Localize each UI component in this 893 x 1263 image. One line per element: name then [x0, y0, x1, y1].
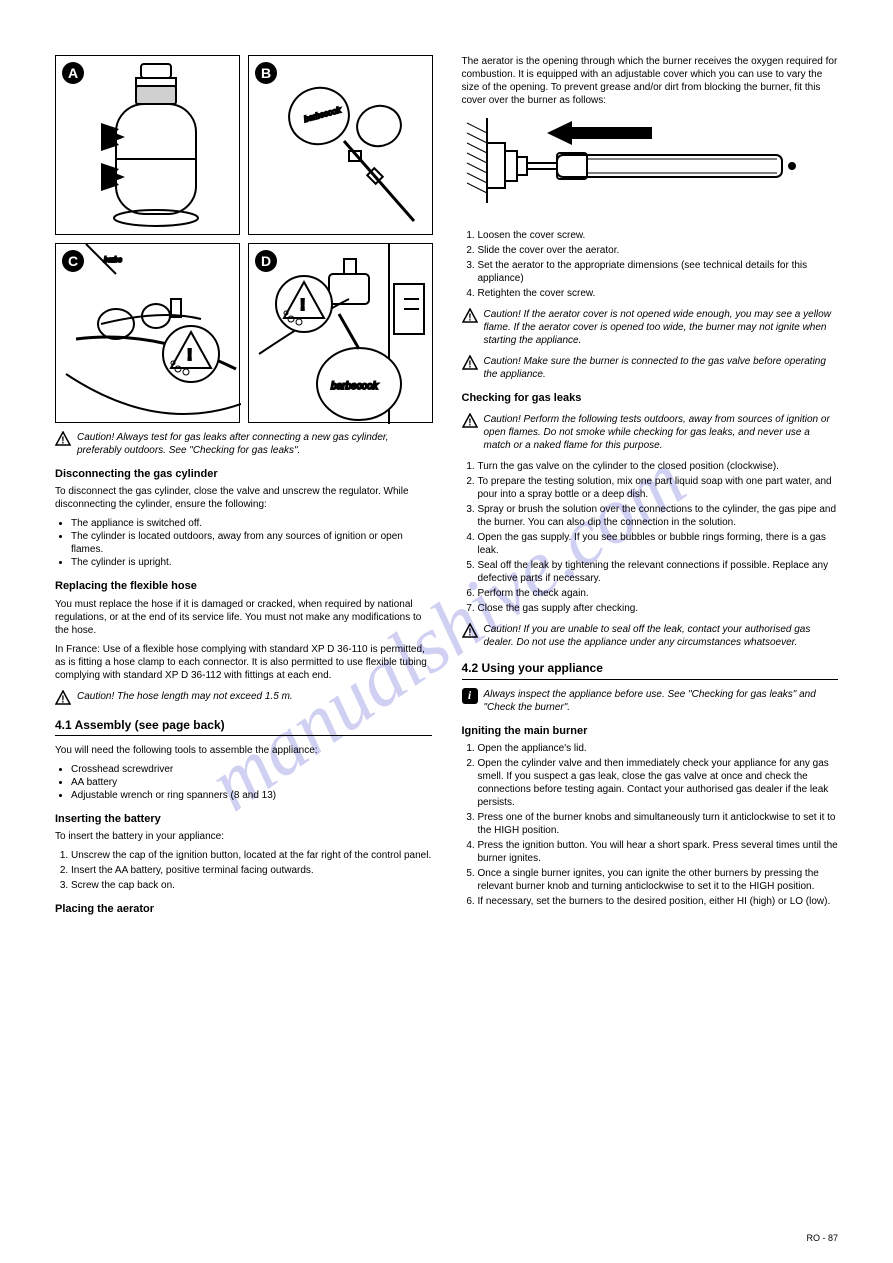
figure-c: C barbe ! — [55, 243, 240, 423]
list-item: Insert the AA battery, positive terminal… — [71, 864, 432, 877]
heading-insert-battery: Inserting the battery — [55, 812, 432, 826]
warning-icon: ! — [462, 308, 478, 324]
warning-text: Caution! The hose length may not exceed … — [77, 690, 293, 703]
list-item: Close the gas supply after checking. — [478, 602, 839, 615]
warning-burner-connected: ! Caution! Make sure the burner is conne… — [462, 355, 839, 381]
warning-text: Caution! If the aerator cover is not ope… — [484, 308, 839, 347]
page-footer: RO - 87 — [806, 1233, 838, 1245]
section-4-1-assembly: 4.1 Assembly (see page back) — [55, 718, 432, 737]
list-disconnect: The appliance is switched off. The cylin… — [55, 517, 432, 569]
figure-b: B barbecook — [248, 55, 433, 235]
info-inspect: i Always inspect the appliance before us… — [462, 688, 839, 714]
list-tools: Crosshead screwdriver AA battery Adjusta… — [55, 763, 432, 802]
list-item: Crosshead screwdriver — [71, 763, 432, 776]
svg-text:!: ! — [468, 418, 471, 429]
warning-text: Caution! If you are unable to seal off t… — [484, 623, 839, 649]
warning-icon: ! — [462, 623, 478, 639]
heading-ignite: Igniting the main burner — [462, 724, 839, 738]
list-leak-steps: Turn the gas valve on the cylinder to th… — [462, 460, 839, 615]
list-item: Screw the cap back on. — [71, 879, 432, 892]
list-item: Spray or brush the solution over the con… — [478, 503, 839, 529]
text-battery: To insert the battery in your appliance: — [55, 830, 432, 843]
text-aerator: The aerator is the opening through which… — [462, 55, 839, 107]
figure-label-a: A — [62, 62, 84, 84]
text-replace-hose-1: You must replace the hose if it is damag… — [55, 598, 432, 637]
figure-label-d: D — [255, 250, 277, 272]
list-item: Open the appliance's lid. — [478, 742, 839, 755]
warning-icon: ! — [462, 413, 478, 429]
svg-text:!: ! — [468, 360, 471, 371]
figure-d: D ! barbecook — [248, 243, 433, 423]
list-item: Loosen the cover screw. — [478, 229, 839, 242]
info-icon: i — [462, 688, 478, 704]
svg-text:!: ! — [61, 694, 64, 705]
svg-text:!: ! — [300, 297, 305, 314]
list-item: Once a single burner ignites, you can ig… — [478, 867, 839, 893]
section-4-2-using: 4.2 Using your appliance — [462, 661, 839, 680]
warning-text: Caution! Always test for gas leaks after… — [77, 431, 432, 457]
info-text: Always inspect the appliance before use.… — [484, 688, 839, 714]
svg-text:!: ! — [61, 436, 64, 447]
list-item: Perform the check again. — [478, 587, 839, 600]
figure-label-c: C — [62, 250, 84, 272]
heading-leak-check: Checking for gas leaks — [462, 391, 839, 405]
list-item: The cylinder is upright. — [71, 556, 432, 569]
warning-icon: ! — [55, 690, 71, 706]
figure-aerator — [462, 113, 842, 223]
list-item: Unscrew the cap of the ignition button, … — [71, 849, 432, 862]
svg-text:!: ! — [468, 313, 471, 324]
list-ignite-steps: Open the appliance's lid. Open the cylin… — [462, 742, 839, 908]
list-item: Retighten the cover screw. — [478, 287, 839, 300]
list-item: Turn the gas valve on the cylinder to th… — [478, 460, 839, 473]
text-replace-hose-2: In France: Use of a flexible hose comply… — [55, 643, 432, 682]
list-item: Press one of the burner knobs and simult… — [478, 811, 839, 837]
list-item: AA battery — [71, 776, 432, 789]
figure-a: A — [55, 55, 240, 235]
list-item: If necessary, set the burners to the des… — [478, 895, 839, 908]
svg-text:!: ! — [468, 628, 471, 639]
list-item: Press the ignition button. You will hear… — [478, 839, 839, 865]
svg-text:barbecook: barbecook — [303, 105, 342, 124]
list-aerator-steps: Loosen the cover screw. Slide the cover … — [462, 229, 839, 300]
list-item: Adjustable wrench or ring spanners (8 an… — [71, 789, 432, 802]
list-item: Open the cylinder valve and then immedia… — [478, 757, 839, 809]
list-item: The cylinder is located outdoors, away f… — [71, 530, 432, 556]
svg-text:barbecook: barbecook — [331, 381, 379, 392]
list-item: To prepare the testing solution, mix one… — [478, 475, 839, 501]
svg-text:!: ! — [187, 347, 192, 364]
list-item: Slide the cover over the aerator. — [478, 244, 839, 257]
list-item: The appliance is switched off. — [71, 517, 432, 530]
figure-label-b: B — [255, 62, 277, 84]
list-battery-steps: Unscrew the cap of the ignition button, … — [55, 849, 432, 892]
warning-text: Caution! Perform the following tests out… — [484, 413, 839, 452]
warning-unable-seal: ! Caution! If you are unable to seal off… — [462, 623, 839, 649]
warning-icon: ! — [55, 431, 71, 447]
warning-gas-leak-test: ! Caution! Always test for gas leaks aft… — [55, 431, 432, 457]
svg-text:barbe: barbe — [104, 257, 122, 264]
list-item: Seal off the leak by tightening the rele… — [478, 559, 839, 585]
figure-row-1: A B — [55, 55, 432, 235]
text-assembly: You will need the following tools to ass… — [55, 744, 432, 757]
heading-disconnect: Disconnecting the gas cylinder — [55, 467, 432, 481]
heading-replace-hose: Replacing the flexible hose — [55, 579, 432, 593]
list-item: Open the gas supply. If you see bubbles … — [478, 531, 839, 557]
warning-leak-test-outdoors: ! Caution! Perform the following tests o… — [462, 413, 839, 452]
warning-aerator-cover: ! Caution! If the aerator cover is not o… — [462, 308, 839, 347]
list-item: Set the aerator to the appropriate dimen… — [478, 259, 839, 285]
text-disconnect: To disconnect the gas cylinder, close th… — [55, 485, 432, 511]
warning-text: Caution! Make sure the burner is connect… — [484, 355, 839, 381]
warning-icon: ! — [462, 355, 478, 371]
heading-aerator: Placing the aerator — [55, 902, 432, 916]
warning-hose-length: ! Caution! The hose length may not excee… — [55, 690, 432, 706]
figure-row-2: C barbe ! — [55, 243, 432, 423]
